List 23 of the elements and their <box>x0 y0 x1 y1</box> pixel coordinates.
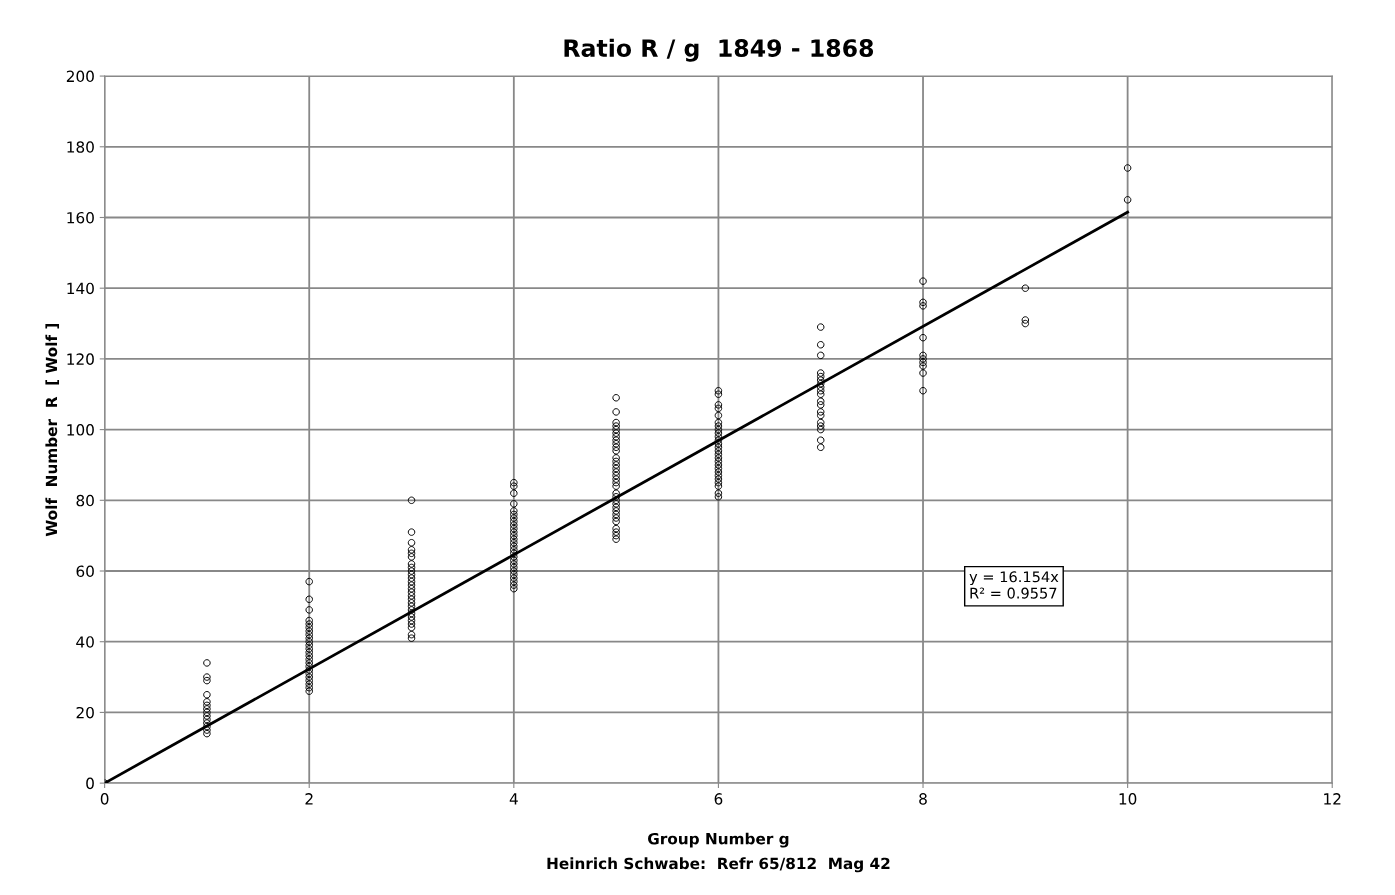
x-tick-label: 10 <box>1119 793 1137 805</box>
y-tick-label: 180 <box>67 141 94 153</box>
x-tick-label: 0 <box>100 793 109 805</box>
y-tick-label: 100 <box>67 424 94 436</box>
y-tick-label: 160 <box>67 211 94 224</box>
annotation: y = 16.154x R² = 0.9557 <box>969 571 1059 599</box>
y-tick-label: 200 <box>66 70 94 83</box>
x-tick-label: 12 <box>1324 793 1341 805</box>
text: Heinrich Schwabe: Refr 65/812 Mag 42 <box>547 857 890 873</box>
x-tick-label: 8 <box>919 793 927 805</box>
x-tick-label: 4 <box>509 793 518 805</box>
y-tick-label: 140 <box>67 282 94 295</box>
y-tick-label: 0 <box>86 777 94 790</box>
y-tick-label: 20 <box>76 706 94 719</box>
y-tick-label: 40 <box>76 636 94 648</box>
x-tick-label: 6 <box>714 793 723 805</box>
x-tick-label: 2 <box>305 793 313 805</box>
y-tick-label: 80 <box>76 494 94 507</box>
y-axis-title: Wolf Number R [ Wolf ] <box>45 323 60 537</box>
y-tick-label: 120 <box>67 353 94 365</box>
x-axis-title: Group Number g <box>648 832 789 848</box>
chart-title: Ratio R / g 1849 - 1868 <box>564 38 874 62</box>
y-tick-label: 60 <box>76 565 94 578</box>
